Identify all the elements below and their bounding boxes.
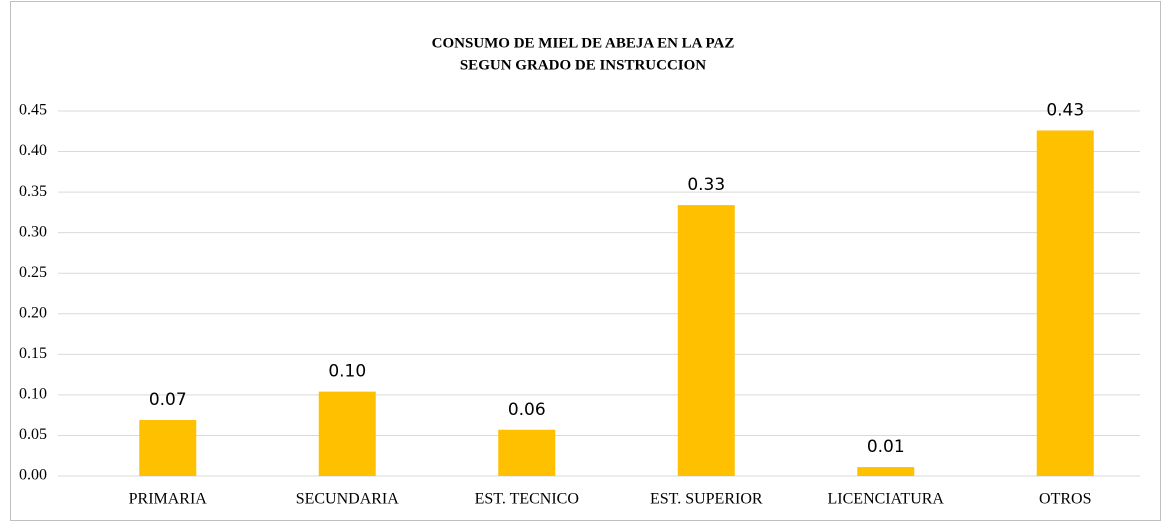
y-tick-label: 0.25 xyxy=(19,264,47,281)
y-tick-label: 0.05 xyxy=(19,426,47,443)
data-label: 0.10 xyxy=(328,362,366,382)
data-label: 0.43 xyxy=(1046,100,1084,120)
x-tick-label: EST. TECNICO xyxy=(475,491,579,508)
data-label: 0.07 xyxy=(149,390,187,410)
y-tick-label: 0.30 xyxy=(19,223,47,240)
x-tick-label: PRIMARIA xyxy=(129,491,208,508)
y-tick-label: 0.20 xyxy=(19,304,47,321)
chart-title: CONSUMO DE MIEL DE ABEJA EN LA PAZ xyxy=(432,35,735,51)
bar xyxy=(857,467,915,476)
bar xyxy=(677,205,735,477)
x-tick-label: SECUNDARIA xyxy=(296,491,400,508)
y-tick-label: 0.45 xyxy=(19,102,47,119)
bar xyxy=(139,420,197,476)
chart-title: SEGUN GRADO DE INSTRUCCION xyxy=(460,57,706,73)
y-tick-label: 0.10 xyxy=(19,386,47,403)
data-label: 0.33 xyxy=(687,175,725,195)
y-tick-label: 0.15 xyxy=(19,345,47,362)
chart-border xyxy=(10,1,1161,521)
bar xyxy=(318,391,376,476)
bar xyxy=(498,429,556,476)
data-label: 0.06 xyxy=(508,400,546,420)
y-tick-label: 0.35 xyxy=(19,183,47,200)
x-tick-label: OTROS xyxy=(1039,491,1091,508)
bar xyxy=(1036,130,1094,476)
x-tick-label: EST. SUPERIOR xyxy=(650,491,763,508)
y-tick-label: 0.40 xyxy=(19,142,47,159)
y-tick-label: 0.00 xyxy=(19,467,47,484)
data-label: 0.01 xyxy=(867,437,905,457)
x-tick-label: LICENCIATURA xyxy=(828,491,945,508)
